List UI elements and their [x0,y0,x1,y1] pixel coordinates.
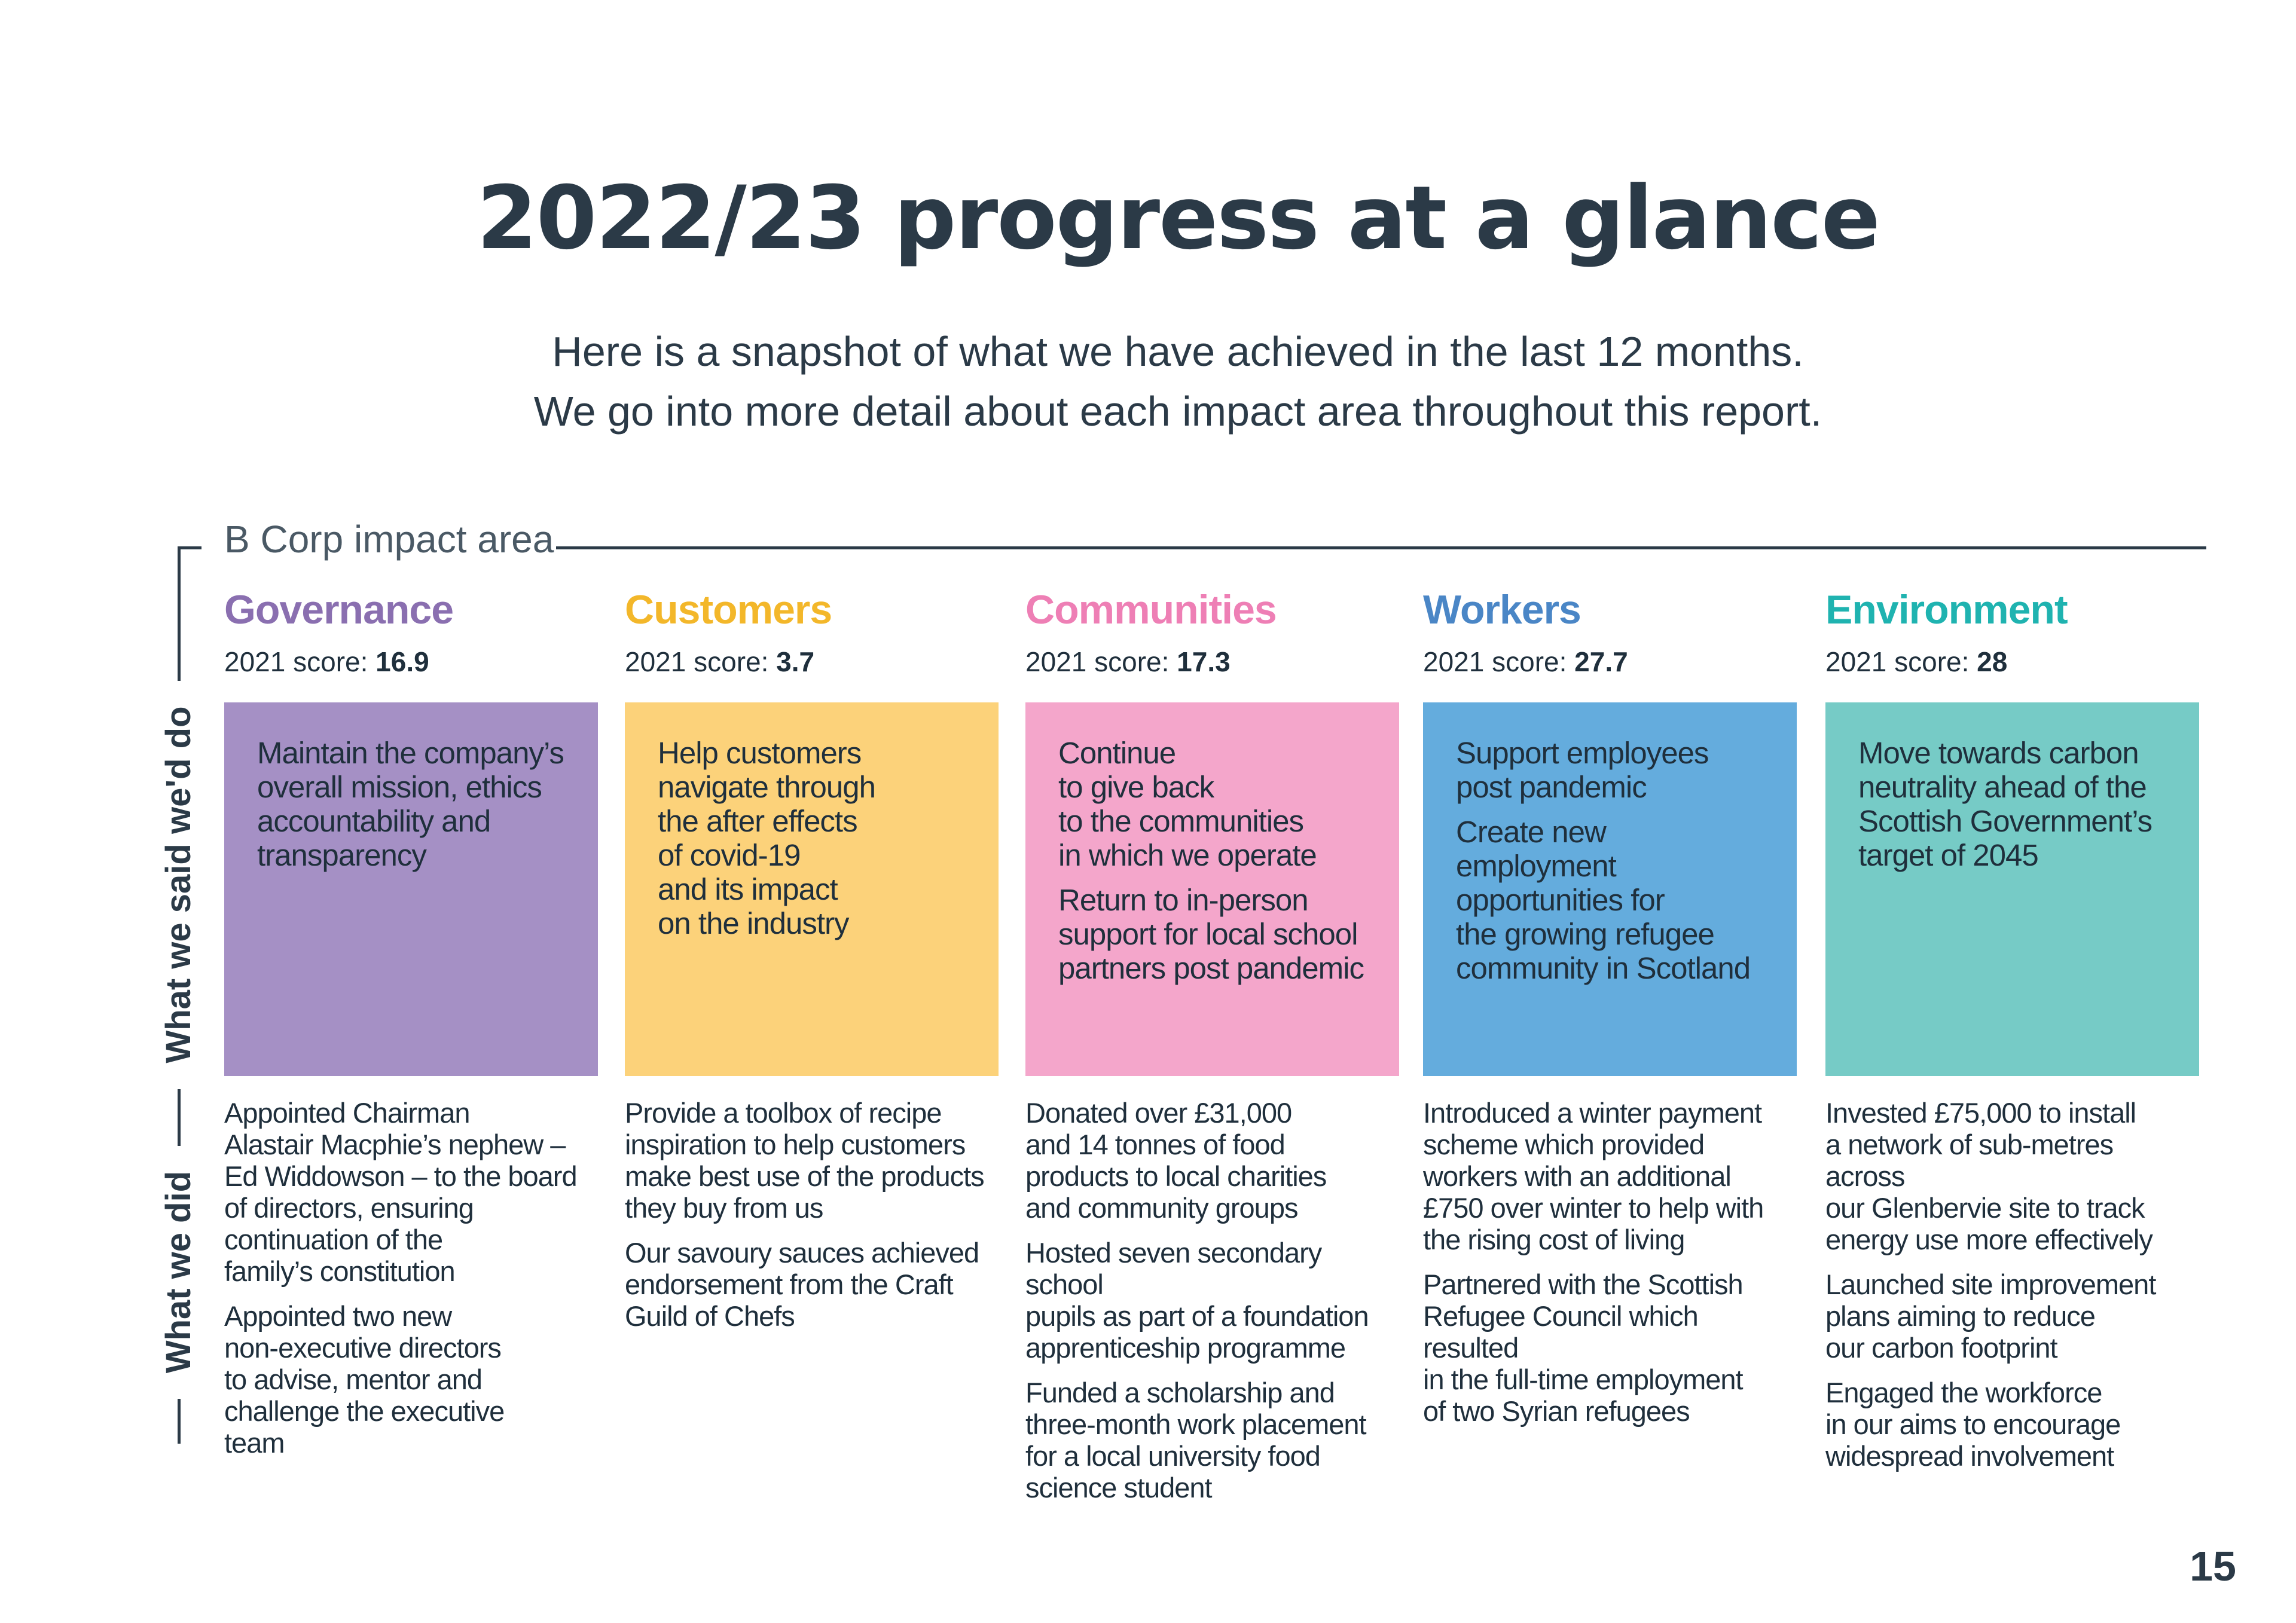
did-item: Appointed two new non-executive director… [224,1300,505,1459]
impact-column-customers: Customers 2021 score: 3.7 Help customers n… [625,583,999,1332]
said-item: Create new employment opportunities for … [1456,815,1751,985]
score-value: 16.9 [375,646,429,677]
area-score: 2021 score: 17.3 [1025,644,1399,680]
bracket-line-middle [178,1089,181,1146]
area-name: Governance [224,587,454,632]
impact-area-divider [556,546,2206,549]
did-item: Our savoury sauces achieved endorsement … [625,1237,979,1332]
impact-column-governance: Governance 2021 score: 16.9 Maintain the c… [224,583,598,1459]
area-name: Workers [1423,587,1581,632]
impact-column-communities: Communities 2021 score: 17.3 Continue to g… [1025,583,1399,1503]
did-list: Appointed Chairman Alastair Macphie’s ne… [224,1097,598,1472]
did-item: Provide a toolbox of recipe inspiration … [625,1097,985,1224]
subtitle-line-2: We go into more detail about each impact… [533,388,1822,435]
did-item: Hosted seven secondary school pupils as … [1025,1237,1369,1364]
said-item: Help customers navigate through the afte… [658,736,876,940]
area-score: 2021 score: 27.7 [1423,644,1797,680]
bracket-line-bottom [178,1399,181,1444]
said-item: Maintain the company’s overall mission, … [257,736,564,872]
said-section-label: What we said we'd do [159,706,198,1063]
did-item: Funded a scholarship and three-month wor… [1025,1377,1367,1503]
did-list: Introduced a winter payment scheme which… [1423,1097,1797,1440]
said-box: Help customers navigate through the afte… [625,702,999,1076]
bracket-top-tick [178,546,201,549]
page-title: 2022/23 progress at a glance [477,167,1880,269]
area-score: 2021 score: 16.9 [224,644,598,680]
page-subtitle: Here is a snapshot of what we have achie… [0,322,2296,441]
impact-column-workers: Workers 2021 score: 27.7 Support employees… [1423,583,1797,1427]
score-prefix: 2021 score: [1423,646,1567,677]
bracket-line-top [178,546,181,681]
did-item: Launched site improvement plans aiming t… [1825,1269,2156,1364]
did-item: Donated over £31,000 and 14 tonnes of fo… [1025,1097,1327,1224]
said-item: Return to in-person support for local sc… [1058,883,1364,985]
score-value: 27.7 [1574,646,1628,677]
did-list: Provide a toolbox of recipe inspiration … [625,1097,999,1345]
said-item: Continue to give back to the communities… [1058,736,1317,872]
said-box: Move towards carbon neutrality ahead of … [1825,702,2199,1076]
area-score: 2021 score: 3.7 [625,644,999,680]
impact-column-environment: Environment 2021 score: 28 Move towards ca… [1825,583,2199,1472]
did-list: Donated over £31,000 and 14 tonnes of fo… [1025,1097,1399,1517]
score-prefix: 2021 score: [1025,646,1170,677]
area-name: Customers [625,587,832,632]
score-prefix: 2021 score: [224,646,368,677]
did-section-label: What we did [159,1170,198,1374]
said-item: Move towards carbon neutrality ahead of … [1858,736,2152,872]
said-box: Continue to give back to the communities… [1025,702,1399,1076]
score-value: 28 [1977,646,2008,677]
did-item: Invested £75,000 to install a network of… [1825,1097,2153,1255]
subtitle-line-1: Here is a snapshot of what we have achie… [552,328,1804,375]
did-item: Introduced a winter payment scheme which… [1423,1097,1764,1255]
score-value: 17.3 [1177,646,1231,677]
area-score: 2021 score: 28 [1825,644,2199,680]
did-item: Engaged the workforce in our aims to enc… [1825,1377,2121,1472]
did-list: Invested £75,000 to install a network of… [1825,1097,2199,1485]
did-item: Partnered with the Scottish Refugee Coun… [1423,1269,1744,1427]
said-item: Support employees post pandemic [1456,736,1709,804]
page-number: 15 [2190,1543,2236,1590]
area-name: Environment [1825,587,2068,632]
score-prefix: 2021 score: [1825,646,1970,677]
score-value: 3.7 [776,646,815,677]
said-box: Maintain the company’s overall mission, … [224,702,598,1076]
said-box: Support employees post pandemic Create ne… [1423,702,1797,1076]
did-item: Appointed Chairman Alastair Macphie’s ne… [224,1097,578,1287]
score-prefix: 2021 score: [625,646,769,677]
impact-area-label: B Corp impact area [224,518,554,561]
area-name: Communities [1025,587,1277,632]
